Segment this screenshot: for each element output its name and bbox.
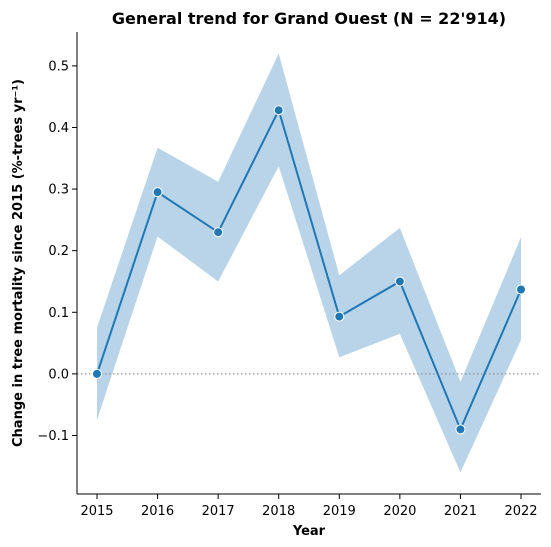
x-tick-label: 2021 [444,504,477,519]
y-tick-label: 0.5 [48,59,69,74]
chart-title: General trend for Grand Ouest (N = 22'91… [112,9,506,28]
confidence-band [97,54,521,473]
x-tick-label: 2022 [504,504,537,519]
y-tick-label: −0.1 [37,429,69,444]
y-tick-label: 0.0 [48,367,69,382]
y-tick-label: 0.3 [48,183,69,198]
x-tick-label: 2020 [383,504,416,519]
plot-area: −0.1 0.0 0.1 0.2 0.3 0.4 0.5 2015 2016 2017 2018 20… [37,32,541,519]
data-point-2017 [214,228,223,237]
x-tick-label: 2016 [141,504,174,519]
data-point-2018 [274,106,283,115]
y-tick-label: 0.4 [48,121,69,136]
data-point-2020 [395,277,404,286]
data-point-2022 [517,285,526,294]
y-axis-label: Change in tree mortality since 2015 (%-t… [11,79,26,447]
x-tick-label: 2017 [202,504,235,519]
x-tick-label: 2019 [323,504,356,519]
data-point-2015 [92,369,101,378]
y-tick-label: 0.2 [48,244,69,259]
x-tick-label: 2015 [80,504,113,519]
data-point-2016 [153,188,162,197]
x-tick-label: 2018 [262,504,295,519]
data-point-2019 [335,312,344,321]
y-tick-label: 0.1 [48,306,69,321]
data-point-2021 [456,425,465,434]
x-axis-label: Year [292,524,326,539]
